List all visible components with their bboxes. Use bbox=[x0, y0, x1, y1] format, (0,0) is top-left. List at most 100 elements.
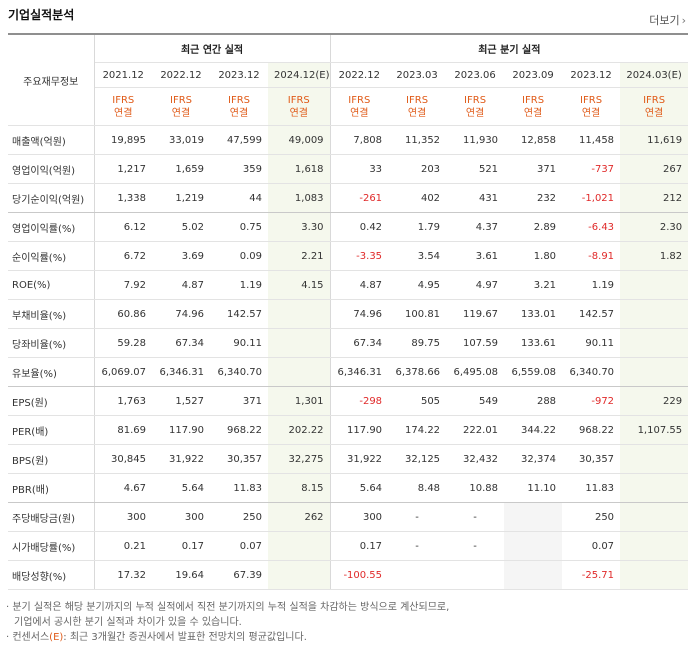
data-cell: 4.87 bbox=[152, 270, 210, 300]
period-header: 2023.12 bbox=[562, 62, 621, 88]
ifrs-label: IFRS 연결 bbox=[446, 87, 505, 126]
data-cell: -298 bbox=[329, 386, 389, 416]
ifrs-label: IFRS 연결 bbox=[268, 87, 331, 126]
ifrs-header-row: IFRS 연결 IFRS 연결 IFRS 연결 IFRS 연결 IFRS 연결 IFRS 연결 IFRS… bbox=[8, 87, 689, 126]
data-cell bbox=[620, 328, 689, 358]
data-cell: 8.48 bbox=[388, 473, 447, 503]
data-cell: 0.17 bbox=[329, 531, 389, 561]
data-cell: 229 bbox=[620, 386, 689, 416]
data-cell: 0.75 bbox=[210, 212, 268, 242]
data-cell: 1,338 bbox=[94, 183, 152, 213]
data-cell: 222.01 bbox=[446, 415, 505, 445]
data-cell: 1.79 bbox=[388, 212, 447, 242]
data-cell: 344.22 bbox=[504, 415, 563, 445]
data-cell: 4.67 bbox=[94, 473, 152, 503]
data-cell: 1.19 bbox=[210, 270, 268, 300]
period-header: 2023.03 bbox=[388, 62, 447, 88]
more-link[interactable]: 더보기 › bbox=[649, 14, 686, 27]
data-cell: 202.22 bbox=[268, 415, 331, 445]
data-cell: 11.83 bbox=[562, 473, 621, 503]
quarterly-header: 최근 분기 실적 bbox=[329, 33, 689, 63]
data-cell: -3.35 bbox=[329, 241, 389, 271]
data-cell: 31,922 bbox=[152, 444, 210, 474]
data-cell: 1,217 bbox=[94, 154, 152, 184]
period-header: 2024.03(E) bbox=[620, 62, 689, 88]
ifrs-label: IFRS 연결 bbox=[620, 87, 689, 126]
footnote-1-cont: 기업에서 공시한 분기 실적과 차이가 있을 수 있습니다. bbox=[14, 617, 242, 628]
data-cell: - bbox=[388, 531, 447, 561]
data-cell: 300 bbox=[94, 502, 152, 532]
data-cell: 505 bbox=[388, 386, 447, 416]
row-label: 배당성향(%) bbox=[8, 560, 95, 590]
row-label: ROE(%) bbox=[8, 270, 95, 300]
period-header: 2024.12(E) bbox=[268, 62, 331, 88]
data-cell: 67.34 bbox=[152, 328, 210, 358]
data-cell: 11,458 bbox=[562, 125, 621, 155]
data-cell: -8.91 bbox=[562, 241, 621, 271]
data-cell: 89.75 bbox=[388, 328, 447, 358]
data-cell: 0.09 bbox=[210, 241, 268, 271]
data-cell: 300 bbox=[152, 502, 210, 532]
data-cell: 359 bbox=[210, 154, 268, 184]
data-cell: 4.87 bbox=[329, 270, 389, 300]
data-cell: 44 bbox=[210, 183, 268, 213]
data-cell: 19,895 bbox=[94, 125, 152, 155]
data-cell: -25.71 bbox=[562, 560, 621, 590]
data-cell: -737 bbox=[562, 154, 621, 184]
data-cell bbox=[620, 357, 689, 387]
table-row: 영업이익(억원) 1,217 1,659 359 1,618 33 203 521 371 -73… bbox=[8, 154, 689, 184]
data-cell: -6.43 bbox=[562, 212, 621, 242]
data-cell bbox=[504, 502, 563, 532]
data-cell: 6,495.08 bbox=[446, 357, 505, 387]
annual-header: 최근 연간 실적 bbox=[94, 33, 331, 63]
ifrs-label: IFRS 연결 bbox=[562, 87, 621, 126]
ifrs-label: IFRS 연결 bbox=[94, 87, 152, 126]
data-cell: 250 bbox=[562, 502, 621, 532]
data-cell: 30,357 bbox=[562, 444, 621, 474]
data-cell: 2.30 bbox=[620, 212, 689, 242]
data-cell: 267 bbox=[620, 154, 689, 184]
data-cell: 32,374 bbox=[504, 444, 563, 474]
data-cell: 4.95 bbox=[388, 270, 447, 300]
data-cell: 174.22 bbox=[388, 415, 447, 445]
row-label: 영업이익(억원) bbox=[8, 154, 95, 184]
data-cell: 6.72 bbox=[94, 241, 152, 271]
data-cell: 32,275 bbox=[268, 444, 331, 474]
table-row: 부채비율(%) 60.86 74.96 142.57 74.96 100.81 119.67… bbox=[8, 299, 689, 329]
period-header: 2022.12 bbox=[152, 62, 210, 88]
data-cell: 288 bbox=[504, 386, 563, 416]
data-cell: 203 bbox=[388, 154, 447, 184]
data-cell bbox=[504, 531, 563, 561]
data-cell: 30,357 bbox=[210, 444, 268, 474]
data-cell: 968.22 bbox=[562, 415, 621, 445]
data-cell: -100.55 bbox=[329, 560, 389, 590]
data-cell: 11,352 bbox=[388, 125, 447, 155]
data-cell: 1.19 bbox=[562, 270, 621, 300]
data-cell: 6,346.31 bbox=[152, 357, 210, 387]
period-header: 2022.12 bbox=[329, 62, 389, 88]
data-cell bbox=[268, 357, 331, 387]
table-row: BPS(원) 30,845 31,922 30,357 32,275 31,922 32,1… bbox=[8, 444, 689, 474]
data-cell: 4.37 bbox=[446, 212, 505, 242]
data-cell: 117.90 bbox=[329, 415, 389, 445]
data-cell: 5.64 bbox=[152, 473, 210, 503]
data-cell: 12,858 bbox=[504, 125, 563, 155]
data-cell bbox=[620, 299, 689, 329]
data-cell: 33,019 bbox=[152, 125, 210, 155]
period-header: 2023.09 bbox=[504, 62, 563, 88]
data-cell: 300 bbox=[329, 502, 389, 532]
data-cell: 49,009 bbox=[268, 125, 331, 155]
footnote-1: · 분기 실적은 해당 분기까지의 누적 실적에서 직전 분기까지의 누적 실적… bbox=[6, 602, 450, 613]
row-label: 순이익률(%) bbox=[8, 241, 95, 271]
data-cell: 11,619 bbox=[620, 125, 689, 155]
data-cell: 142.57 bbox=[210, 299, 268, 329]
data-cell: 100.81 bbox=[388, 299, 447, 329]
data-cell: -1,021 bbox=[562, 183, 621, 213]
data-cell: 6,340.70 bbox=[210, 357, 268, 387]
data-cell: 11.10 bbox=[504, 473, 563, 503]
data-cell: 371 bbox=[504, 154, 563, 184]
data-cell: 47,599 bbox=[210, 125, 268, 155]
data-cell: 6,378.66 bbox=[388, 357, 447, 387]
data-cell: 0.21 bbox=[94, 531, 152, 561]
